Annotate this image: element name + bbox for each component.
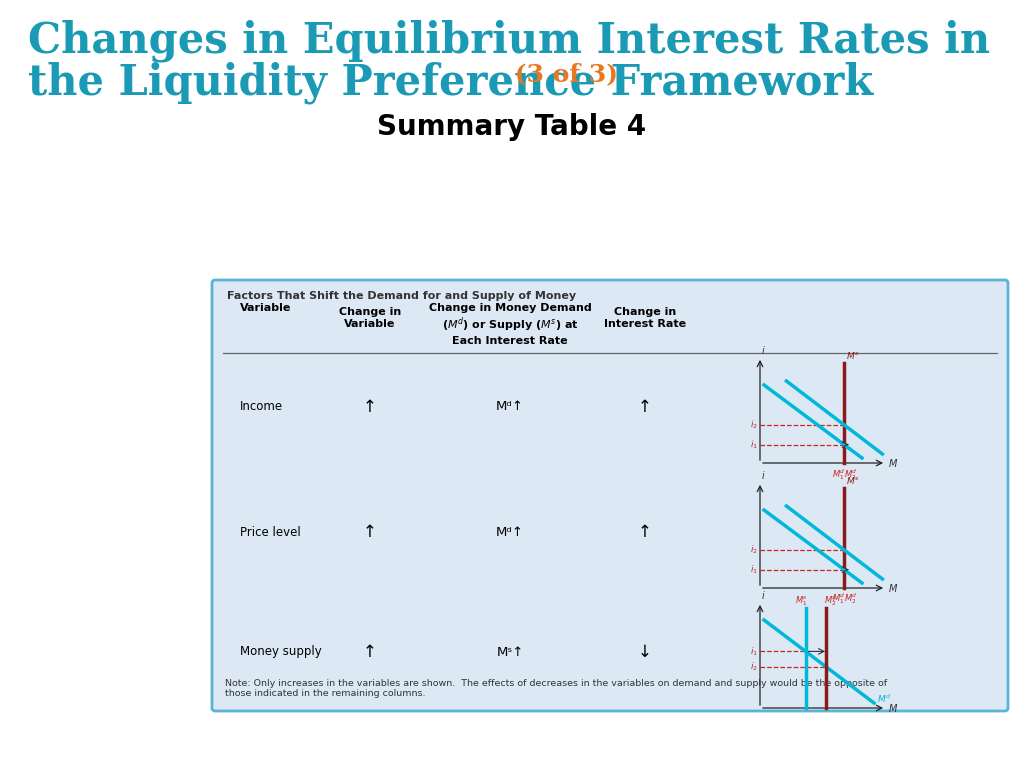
Text: Variable: Variable	[240, 303, 292, 313]
Text: $i_2$: $i_2$	[751, 419, 758, 431]
Text: ↑: ↑	[364, 643, 377, 661]
Text: Changes in Equilibrium Interest Rates in: Changes in Equilibrium Interest Rates in	[28, 20, 990, 62]
Text: Change in
Interest Rate: Change in Interest Rate	[604, 307, 686, 329]
Text: Note: Only increases in the variables are shown.  The effects of decreases in th: Note: Only increases in the variables ar…	[225, 679, 887, 698]
Text: $i_1$: $i_1$	[750, 564, 758, 576]
Text: ↑: ↑	[364, 523, 377, 541]
Text: $M_1^s$: $M_1^s$	[796, 595, 808, 608]
Text: $M_2^d$: $M_2^d$	[844, 591, 858, 607]
Text: $i_2$: $i_2$	[751, 660, 758, 673]
Text: Mᵈ↑: Mᵈ↑	[496, 400, 524, 413]
Text: Income: Income	[240, 400, 283, 413]
Text: Change in
Variable: Change in Variable	[339, 307, 401, 329]
Text: $M^s$: $M^s$	[846, 475, 859, 486]
Text: $M^d$: $M^d$	[877, 693, 892, 705]
Text: $i$: $i$	[761, 589, 765, 601]
Text: Mᵈ↑: Mᵈ↑	[496, 525, 524, 538]
Text: $M$: $M$	[888, 582, 898, 594]
Text: (3 of 3): (3 of 3)	[506, 62, 618, 86]
Text: ↑: ↑	[364, 398, 377, 416]
FancyBboxPatch shape	[212, 280, 1008, 711]
Text: ↑: ↑	[638, 523, 652, 541]
Text: Price level: Price level	[240, 525, 301, 538]
Text: $i_1$: $i_1$	[750, 439, 758, 451]
Text: ↑: ↑	[638, 398, 652, 416]
Text: Factors That Shift the Demand for and Supply of Money: Factors That Shift the Demand for and Su…	[227, 291, 577, 301]
Text: $M$: $M$	[888, 702, 898, 714]
Text: Money supply: Money supply	[240, 645, 322, 658]
Text: Summary Table 4: Summary Table 4	[378, 113, 646, 141]
Text: the Liquidity Preference Framework: the Liquidity Preference Framework	[28, 62, 873, 104]
Text: $M_2^d$: $M_2^d$	[844, 467, 858, 482]
Text: $i_2$: $i_2$	[751, 544, 758, 556]
Text: $M_1^d$: $M_1^d$	[833, 591, 846, 607]
Text: $M$: $M$	[888, 457, 898, 469]
Text: $i$: $i$	[761, 344, 765, 356]
Text: Change in Money Demand
($M^d$) or Supply ($M^s$) at
Each Interest Rate: Change in Money Demand ($M^d$) or Supply…	[429, 303, 592, 346]
Text: $M_1^d$: $M_1^d$	[833, 467, 846, 482]
Text: $M^s$: $M^s$	[846, 350, 859, 361]
Text: Mˢ↑: Mˢ↑	[497, 645, 523, 658]
Text: ↓: ↓	[638, 643, 652, 661]
Text: $i$: $i$	[761, 469, 765, 481]
Text: $M_2^s$: $M_2^s$	[823, 595, 837, 608]
Text: $i_1$: $i_1$	[750, 645, 758, 657]
